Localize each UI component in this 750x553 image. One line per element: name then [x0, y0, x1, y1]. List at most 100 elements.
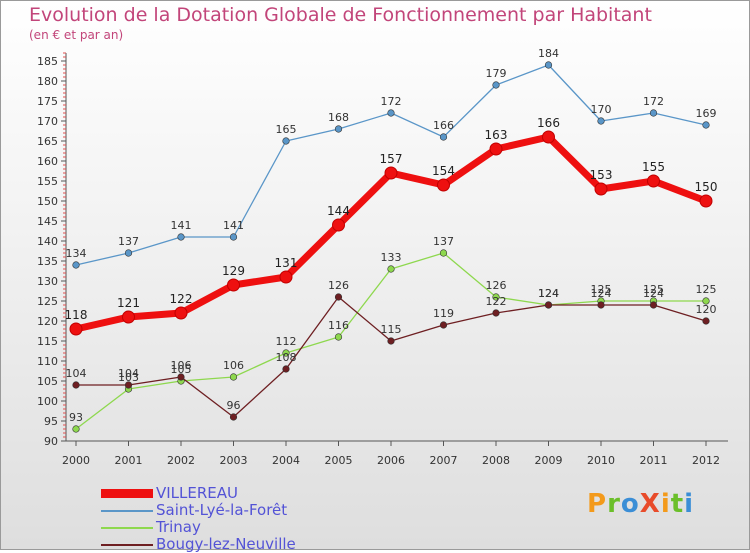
logo-letter: r: [607, 489, 621, 519]
data-label: 112: [276, 335, 297, 348]
logo-letter: o: [620, 489, 640, 519]
y-tick-label: 135: [37, 255, 58, 268]
y-tick-label: 120: [37, 315, 58, 328]
data-label: 96: [227, 399, 241, 412]
data-point: [124, 249, 133, 257]
y-tick-label: 110: [37, 355, 58, 368]
data-point: [229, 413, 238, 421]
data-point: [282, 349, 290, 357]
x-tick-label: 2003: [220, 454, 248, 467]
data-point: [279, 270, 293, 284]
data-label: 126: [328, 279, 349, 292]
data-label: 184: [538, 47, 559, 60]
x-tick-label: 2002: [167, 454, 195, 467]
x-tick-label: 2008: [482, 454, 510, 467]
data-point: [387, 109, 395, 117]
data-label: 166: [537, 116, 560, 130]
data-point: [384, 166, 398, 180]
y-tick-label: 165: [37, 135, 58, 148]
data-point: [334, 293, 343, 301]
data-label: 165: [276, 123, 297, 136]
legend-label: VILLEREAU: [156, 484, 239, 502]
logo-letter: t: [670, 489, 685, 519]
y-tick-label: 175: [37, 95, 58, 108]
data-point: [649, 109, 658, 117]
data-point: [229, 233, 238, 241]
data-point: [124, 381, 133, 389]
data-label: 125: [591, 283, 612, 296]
data-point: [387, 265, 395, 273]
y-tick-label: 160: [37, 155, 58, 168]
x-tick-label: 2004: [272, 454, 300, 467]
data-label: 106: [171, 359, 192, 372]
data-label: 133: [381, 251, 402, 264]
y-tick-label: 150: [37, 195, 58, 208]
data-point: [177, 373, 185, 381]
chart-title: Evolution de la Dotation Globale de Fonc…: [29, 4, 652, 26]
data-label: 104: [66, 367, 87, 380]
data-point: [492, 81, 500, 89]
data-label: 166: [433, 119, 454, 132]
data-point: [699, 194, 713, 208]
data-label: 154: [432, 164, 455, 178]
data-label: 141: [223, 219, 244, 232]
data-label: 124: [591, 287, 612, 300]
x-tick-label: 2006: [377, 454, 405, 467]
data-label: 153: [590, 168, 613, 182]
data-point: [544, 301, 553, 309]
data-point: [334, 125, 343, 133]
data-label: 119: [433, 307, 454, 320]
data-point: [332, 218, 345, 232]
y-tick-label: 95: [44, 415, 58, 428]
y-tick-label: 115: [37, 335, 58, 348]
legend-swatch: [101, 544, 153, 546]
data-label: 124: [643, 287, 664, 300]
x-tick-label: 2012: [692, 454, 720, 467]
data-label: 108: [276, 351, 297, 364]
data-label: 170: [591, 103, 612, 116]
proxiti-logo: ProXiti: [587, 489, 694, 519]
data-label: 131: [275, 256, 298, 270]
y-tick-label: 170: [37, 115, 58, 128]
data-label: 103: [118, 371, 139, 384]
x-tick-label: 2005: [325, 454, 353, 467]
data-point: [492, 293, 500, 301]
y-tick-label: 140: [37, 235, 58, 248]
logo-letter: X: [639, 489, 661, 519]
data-label: 122: [486, 295, 507, 308]
data-point: [334, 333, 343, 341]
data-point: [227, 278, 240, 292]
data-label: 144: [327, 204, 350, 218]
data-label: 163: [485, 128, 508, 142]
legend-swatch: [101, 527, 153, 529]
x-tick-label: 2007: [430, 454, 458, 467]
data-point: [649, 301, 658, 309]
data-label: 168: [328, 111, 349, 124]
data-label: 125: [696, 283, 717, 296]
logo-letter: P: [587, 489, 608, 519]
y-tick-label: 145: [37, 215, 58, 228]
data-point: [544, 61, 553, 69]
data-label: 137: [433, 235, 454, 248]
legend-label: Bougy-lez-Neuville: [156, 535, 296, 553]
chart-subtitle: (en € et par an): [29, 28, 124, 42]
data-point: [597, 301, 605, 309]
data-point: [647, 174, 660, 188]
y-tick-label: 125: [37, 295, 58, 308]
data-point: [542, 130, 555, 144]
data-label: 172: [381, 95, 402, 108]
data-label: 134: [66, 247, 87, 260]
logo-letter: i: [684, 489, 695, 519]
data-point: [702, 121, 710, 129]
data-label: 93: [69, 411, 83, 424]
data-point: [72, 381, 80, 389]
data-label: 118: [65, 308, 88, 322]
data-label: 124: [538, 287, 559, 300]
legend-label: Saint-Lyé-la-Forêt: [156, 501, 288, 519]
y-tick-label: 185: [37, 55, 58, 68]
x-tick-label: 2010: [587, 454, 615, 467]
data-point: [702, 317, 710, 325]
data-label: 120: [696, 303, 717, 316]
data-label: 155: [642, 160, 665, 174]
